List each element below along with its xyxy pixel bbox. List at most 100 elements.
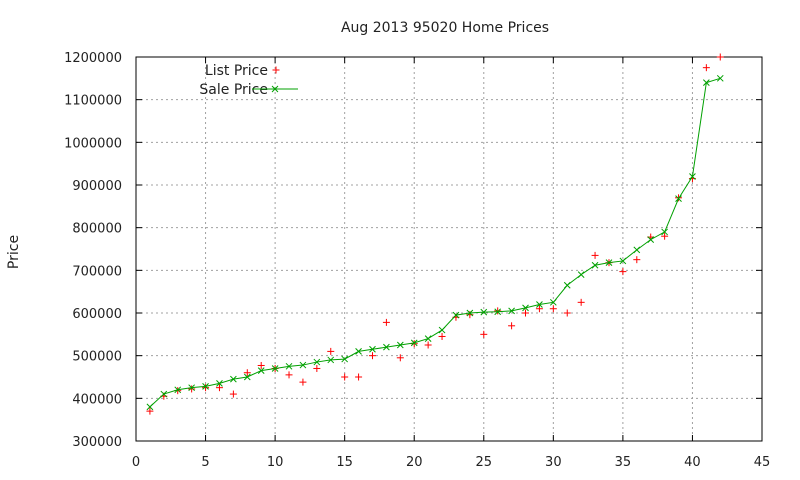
data-point [675, 195, 682, 203]
data-point [549, 298, 557, 306]
data-point [619, 257, 627, 265]
legend-point [272, 66, 280, 74]
x-tick-label: 45 [754, 455, 771, 470]
data-point [591, 251, 599, 259]
data-point [549, 305, 557, 313]
data-point [383, 343, 390, 351]
data-point [466, 311, 474, 319]
data-point [271, 365, 279, 372]
data-point [424, 341, 432, 349]
data-point [716, 53, 724, 61]
data-point [508, 307, 515, 315]
y-tick-label: 800000 [72, 222, 122, 237]
data-point [591, 261, 599, 269]
chart-title: Aug 2013 95020 Home Prices [341, 20, 549, 36]
data-point [285, 362, 293, 370]
y-axis-label: Price [6, 235, 22, 269]
y-tick-label: 400000 [72, 392, 122, 407]
data-point [494, 307, 502, 315]
x-tick-label: 5 [201, 455, 209, 470]
series-list-price [146, 53, 724, 415]
data-point [355, 348, 362, 355]
data-point [577, 298, 585, 306]
data-point [368, 352, 376, 360]
data-point [188, 384, 195, 392]
data-point [396, 354, 404, 362]
data-point [202, 384, 210, 392]
data-point [327, 356, 335, 364]
data-point [174, 386, 182, 394]
x-tick-label: 10 [267, 455, 284, 470]
data-point [480, 308, 488, 316]
data-point [146, 403, 154, 411]
data-point [327, 347, 335, 355]
data-point [285, 371, 293, 379]
data-point [438, 332, 446, 340]
data-point [480, 330, 488, 338]
series-sale-price [146, 74, 724, 411]
data-point [703, 79, 710, 86]
x-tick-label: 15 [336, 455, 353, 470]
data-point [341, 355, 349, 363]
data-point [313, 358, 321, 366]
data-point [508, 322, 516, 330]
data-point [563, 309, 571, 317]
data-point [647, 236, 655, 243]
y-tick-label: 600000 [72, 307, 122, 322]
plot-border [135, 56, 763, 442]
series [146, 53, 724, 415]
y-tick-label: 900000 [72, 179, 122, 194]
y-tick-label: 1000000 [64, 136, 122, 151]
y-tick-label: 1200000 [64, 51, 122, 66]
axis-ticks: 0 5 10 15 20 25 30 35 40 45 300000 400000 500000 6000… [64, 51, 770, 470]
data-point [160, 390, 168, 398]
data-point [243, 369, 251, 377]
data-point [633, 256, 641, 264]
data-point [619, 268, 627, 276]
data-point [716, 74, 724, 82]
grid [136, 57, 762, 441]
data-point [689, 173, 696, 180]
data-point [215, 384, 223, 392]
data-point [202, 383, 209, 390]
data-point [452, 311, 460, 319]
x-tick-label: 40 [684, 455, 701, 470]
data-point [633, 246, 641, 254]
data-point [355, 373, 363, 381]
data-point [494, 308, 502, 316]
data-point [257, 361, 265, 369]
y-tick-label: 1100000 [64, 94, 122, 109]
data-point [243, 373, 251, 381]
data-point [577, 271, 585, 278]
data-point [563, 281, 571, 289]
plot-frame [135, 56, 763, 442]
data-point [382, 318, 390, 326]
data-point [605, 259, 613, 267]
y-tick-label: 500000 [72, 350, 122, 365]
x-tick-label: 30 [545, 455, 562, 470]
data-point [229, 390, 237, 398]
data-point [424, 335, 432, 342]
data-point [188, 385, 196, 393]
data-point [536, 301, 543, 308]
data-point [522, 309, 530, 317]
x-tick-label: 35 [615, 455, 632, 470]
data-point [396, 341, 404, 349]
data-point [299, 361, 307, 369]
legend: List Price Sale Price [199, 63, 298, 98]
data-point [313, 364, 321, 372]
data-point [146, 407, 154, 415]
data-point [369, 345, 376, 353]
data-point [535, 305, 543, 313]
legend-point [271, 85, 279, 93]
data-point [702, 64, 710, 72]
data-point [257, 367, 265, 374]
y-tick-label: 300000 [72, 435, 122, 450]
data-point [216, 380, 223, 387]
data-point [522, 304, 529, 312]
data-point [661, 228, 668, 236]
data-point [438, 326, 446, 334]
legend-label-list-price: List Price [205, 63, 268, 79]
legend-marker-list-price [272, 66, 280, 74]
y-tick-label: 700000 [72, 264, 122, 279]
